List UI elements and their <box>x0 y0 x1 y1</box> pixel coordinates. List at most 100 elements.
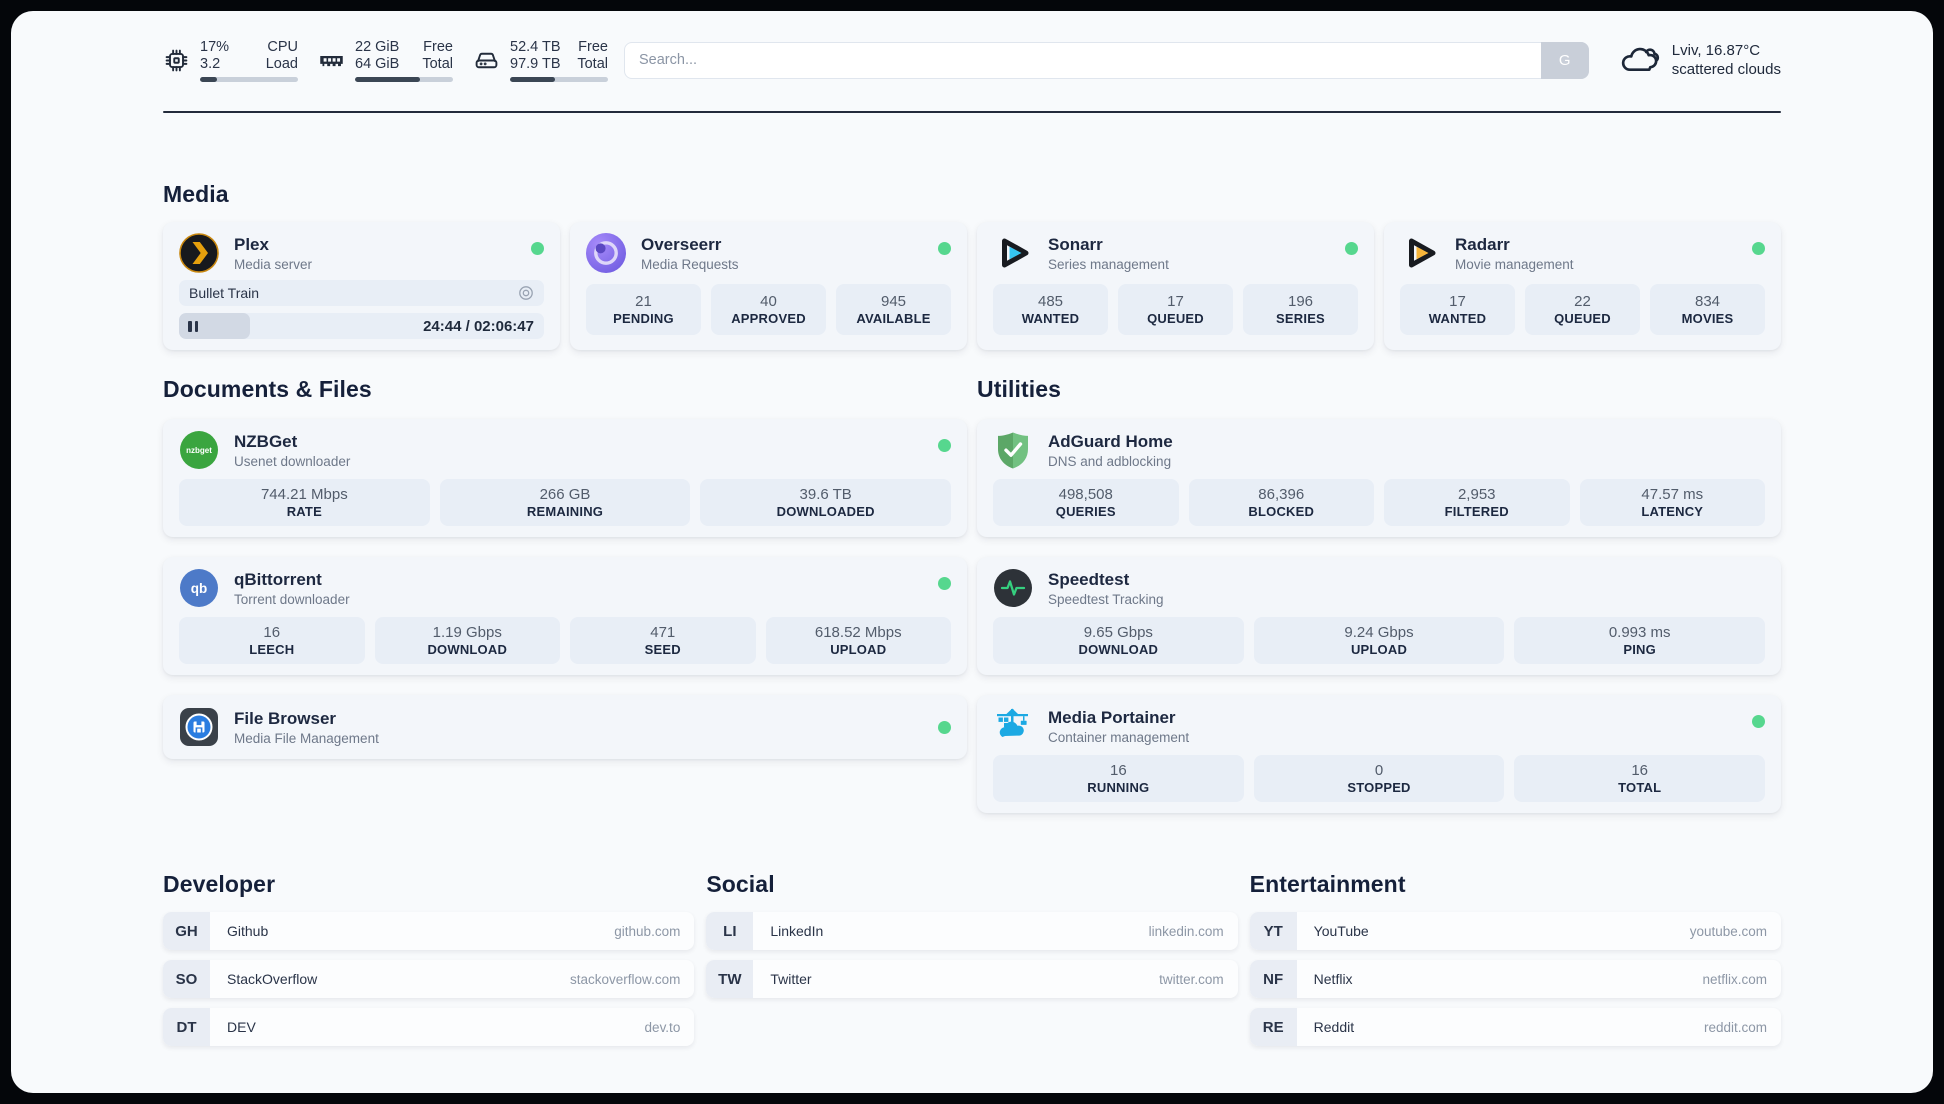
filebrowser-card[interactable]: File Browser Media File Management <box>163 695 967 759</box>
link-name: Github <box>227 923 269 939</box>
stat-label: TOTAL <box>1618 780 1662 795</box>
app-name: NZBGet <box>234 431 298 451</box>
link-url: stackoverflow.com <box>570 971 681 987</box>
link-stackoverflow[interactable]: SO StackOverflow stackoverflow.com <box>163 960 695 998</box>
cpu-stat: 17% 3.2 CPU Load <box>163 39 298 82</box>
stat-value: 16 <box>1109 762 1127 779</box>
stat-box: 9.24 Gbps UPLOAD <box>1253 617 1505 664</box>
stat-label: DOWNLOAD <box>427 642 508 657</box>
app-name: Media Portainer <box>1048 707 1176 727</box>
app-name: Radarr <box>1455 234 1510 254</box>
qbittorrent-card[interactable]: qb qBittorrent Torrent downloader <box>163 557 967 675</box>
link-netflix[interactable]: NF Netflix netflix.com <box>1249 960 1781 998</box>
cpu-icon <box>163 47 190 74</box>
now-playing-bar: Bullet Train <box>179 280 544 306</box>
overseerr-card[interactable]: Overseerr Media Requests 21 PENDING 40 A… <box>570 222 967 350</box>
social-section: Social LI LinkedIn linkedin.com TW Twitt… <box>706 871 1238 1046</box>
search-input[interactable] <box>624 41 1589 79</box>
section-title-entertainment: Entertainment <box>1249 871 1406 897</box>
link-url: youtube.com <box>1689 923 1767 939</box>
link-url: twitter.com <box>1159 971 1224 987</box>
disk-stat: 52.4 TB 97.9 TB Free Total <box>473 39 608 82</box>
stat-box: 16 LEECH <box>179 617 365 664</box>
search-engine-button[interactable]: G <box>1540 41 1589 79</box>
link-linkedin[interactable]: LI LinkedIn linkedin.com <box>706 912 1238 950</box>
ram-total-label: Total <box>422 55 453 72</box>
link-abbr: NF <box>1249 960 1297 998</box>
app-description: Torrent downloader <box>234 591 350 607</box>
status-online-dot <box>1752 715 1765 728</box>
stat-value: 0.993 ms <box>1608 624 1671 641</box>
sonarr-card[interactable]: Sonarr Series management 485 WANTED 17 Q… <box>977 222 1374 350</box>
stat-label: SERIES <box>1276 311 1325 326</box>
stat-label: QUEUED <box>1554 311 1611 326</box>
stat-box: 834 MOVIES <box>1650 284 1765 335</box>
stat-label: FILTERED <box>1444 504 1509 519</box>
camera-icon <box>518 285 534 301</box>
stat-box: 17 QUEUED <box>1118 284 1233 335</box>
app-description: Movie management <box>1455 256 1574 272</box>
stat-label: RATE <box>286 504 322 519</box>
status-online-dot <box>1752 242 1765 255</box>
link-reddit[interactable]: RE Reddit reddit.com <box>1249 1008 1781 1046</box>
portainer-card[interactable]: Media Portainer Container management 16 … <box>977 695 1781 813</box>
link-abbr: LI <box>706 912 754 950</box>
link-youtube[interactable]: YT YouTube youtube.com <box>1249 912 1781 950</box>
adguard-icon <box>993 430 1033 470</box>
stat-box: 618.52 Mbps UPLOAD <box>765 617 951 664</box>
playback-progress-fill <box>179 313 251 339</box>
app-description: Series management <box>1048 256 1169 272</box>
nzbget-card[interactable]: nzbget NZBGet Usenet downloader 74 <box>163 419 967 537</box>
link-url: netflix.com <box>1702 971 1767 987</box>
app-name: Sonarr <box>1048 234 1103 254</box>
stat-value: 618.52 Mbps <box>814 624 902 641</box>
stat-value: 0 <box>1374 762 1384 779</box>
stat-label: MOVIES <box>1681 311 1734 326</box>
stat-value: 39.6 TB <box>799 486 852 503</box>
link-dev[interactable]: DT DEV dev.to <box>163 1008 695 1046</box>
stat-label: BLOCKED <box>1248 504 1315 519</box>
scattered-clouds-icon <box>1619 44 1661 76</box>
section-title-social: Social <box>706 871 775 897</box>
stat-value: 16 <box>263 624 281 641</box>
stat-value: 47.57 ms <box>1641 486 1704 503</box>
stat-value: 40 <box>760 293 777 310</box>
developer-section: Developer GH Github github.com SO StackO… <box>163 871 695 1046</box>
app-name: Speedtest <box>1048 569 1130 589</box>
link-abbr: TW <box>706 960 754 998</box>
top-bar: 17% 3.2 CPU Load <box>163 37 1781 83</box>
overseerr-icon <box>586 233 626 273</box>
plex-card[interactable]: Plex Media server Bullet Train <box>163 222 560 350</box>
stat-label: QUERIES <box>1055 504 1116 519</box>
speedtest-card[interactable]: Speedtest Speedtest Tracking 9.65 Gbps D… <box>977 557 1781 675</box>
stat-value: 485 <box>1037 293 1064 310</box>
memory-stat: 22 GiB 64 GiB Free Total <box>318 39 453 82</box>
qbittorrent-icon: qb <box>179 568 219 608</box>
disk-progress-fill <box>510 76 556 82</box>
stat-value: 498,508 <box>1058 486 1113 503</box>
link-twitter[interactable]: TW Twitter twitter.com <box>706 960 1238 998</box>
stat-box: 9.65 Gbps DOWNLOAD <box>993 617 1244 664</box>
link-abbr: RE <box>1249 1008 1297 1046</box>
stat-label: LEECH <box>249 642 295 657</box>
playback-progress-bar[interactable]: 24:44 / 02:06:47 <box>179 313 544 339</box>
stat-box: 40 APPROVED <box>711 284 826 335</box>
stat-box: 196 SERIES <box>1243 284 1358 335</box>
adguard-card[interactable]: AdGuard Home DNS and adblocking 498,508 … <box>977 419 1781 537</box>
stat-box: 498,508 QUERIES <box>993 479 1179 526</box>
link-github[interactable]: GH Github github.com <box>163 912 695 950</box>
stat-box: 266 GB REMAINING <box>439 479 691 526</box>
disk-free-value: 52.4 TB <box>510 38 561 55</box>
cpu-load-label: Load <box>265 55 298 72</box>
stat-value: 16 <box>1631 762 1649 779</box>
ram-progress-track <box>355 76 453 82</box>
stat-label: LATENCY <box>1641 504 1704 519</box>
app-description: Media server <box>234 256 313 272</box>
section-title-developer: Developer <box>163 871 276 897</box>
documents-column: Documents & Files nzbget <box>163 376 967 759</box>
app-description: Media Requests <box>641 256 739 272</box>
pause-icon[interactable] <box>188 320 198 332</box>
stat-value: 266 GB <box>539 486 591 503</box>
now-playing-title: Bullet Train <box>189 285 260 301</box>
radarr-card[interactable]: Radarr Movie management 17 WANTED 22 QUE… <box>1384 222 1781 350</box>
